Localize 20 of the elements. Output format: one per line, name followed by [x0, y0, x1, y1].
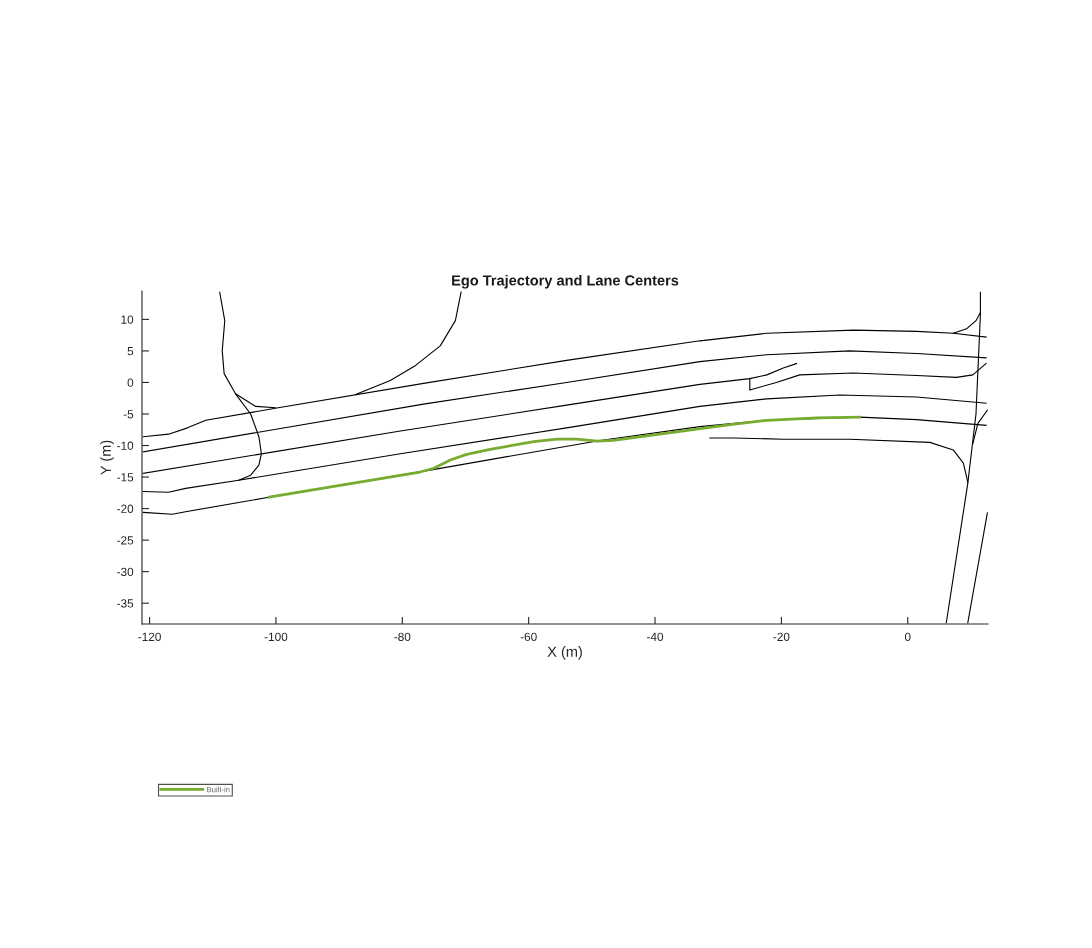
y-tick-label: -30: [117, 567, 134, 577]
x-tick-label: -80: [394, 632, 411, 641]
y-tick-label: -5: [123, 410, 134, 419]
y-tick-label: 0: [127, 378, 134, 387]
x-tick-label: 0: [904, 632, 911, 641]
y-tick-label: -15: [117, 473, 134, 482]
x-axis-title: X (m): [547, 646, 582, 660]
y-tick-label: -10: [117, 441, 134, 450]
y-tick-label: -20: [117, 504, 134, 513]
x-tick-label: -100: [264, 632, 288, 641]
x-tick-label: -20: [773, 632, 790, 641]
y-tick-label: -35: [117, 599, 134, 608]
y-tick-label: 5: [127, 347, 134, 356]
chart-title: Ego Trajectory and Lane Centers: [452, 274, 679, 289]
y-tick-label: -25: [117, 536, 134, 545]
y-tick-label: 10: [121, 315, 134, 324]
y-axis-title: Y (m): [100, 440, 114, 475]
x-tick-label: -40: [647, 632, 664, 641]
x-tick-label: -120: [138, 632, 161, 641]
x-tick-label: -60: [520, 632, 537, 641]
